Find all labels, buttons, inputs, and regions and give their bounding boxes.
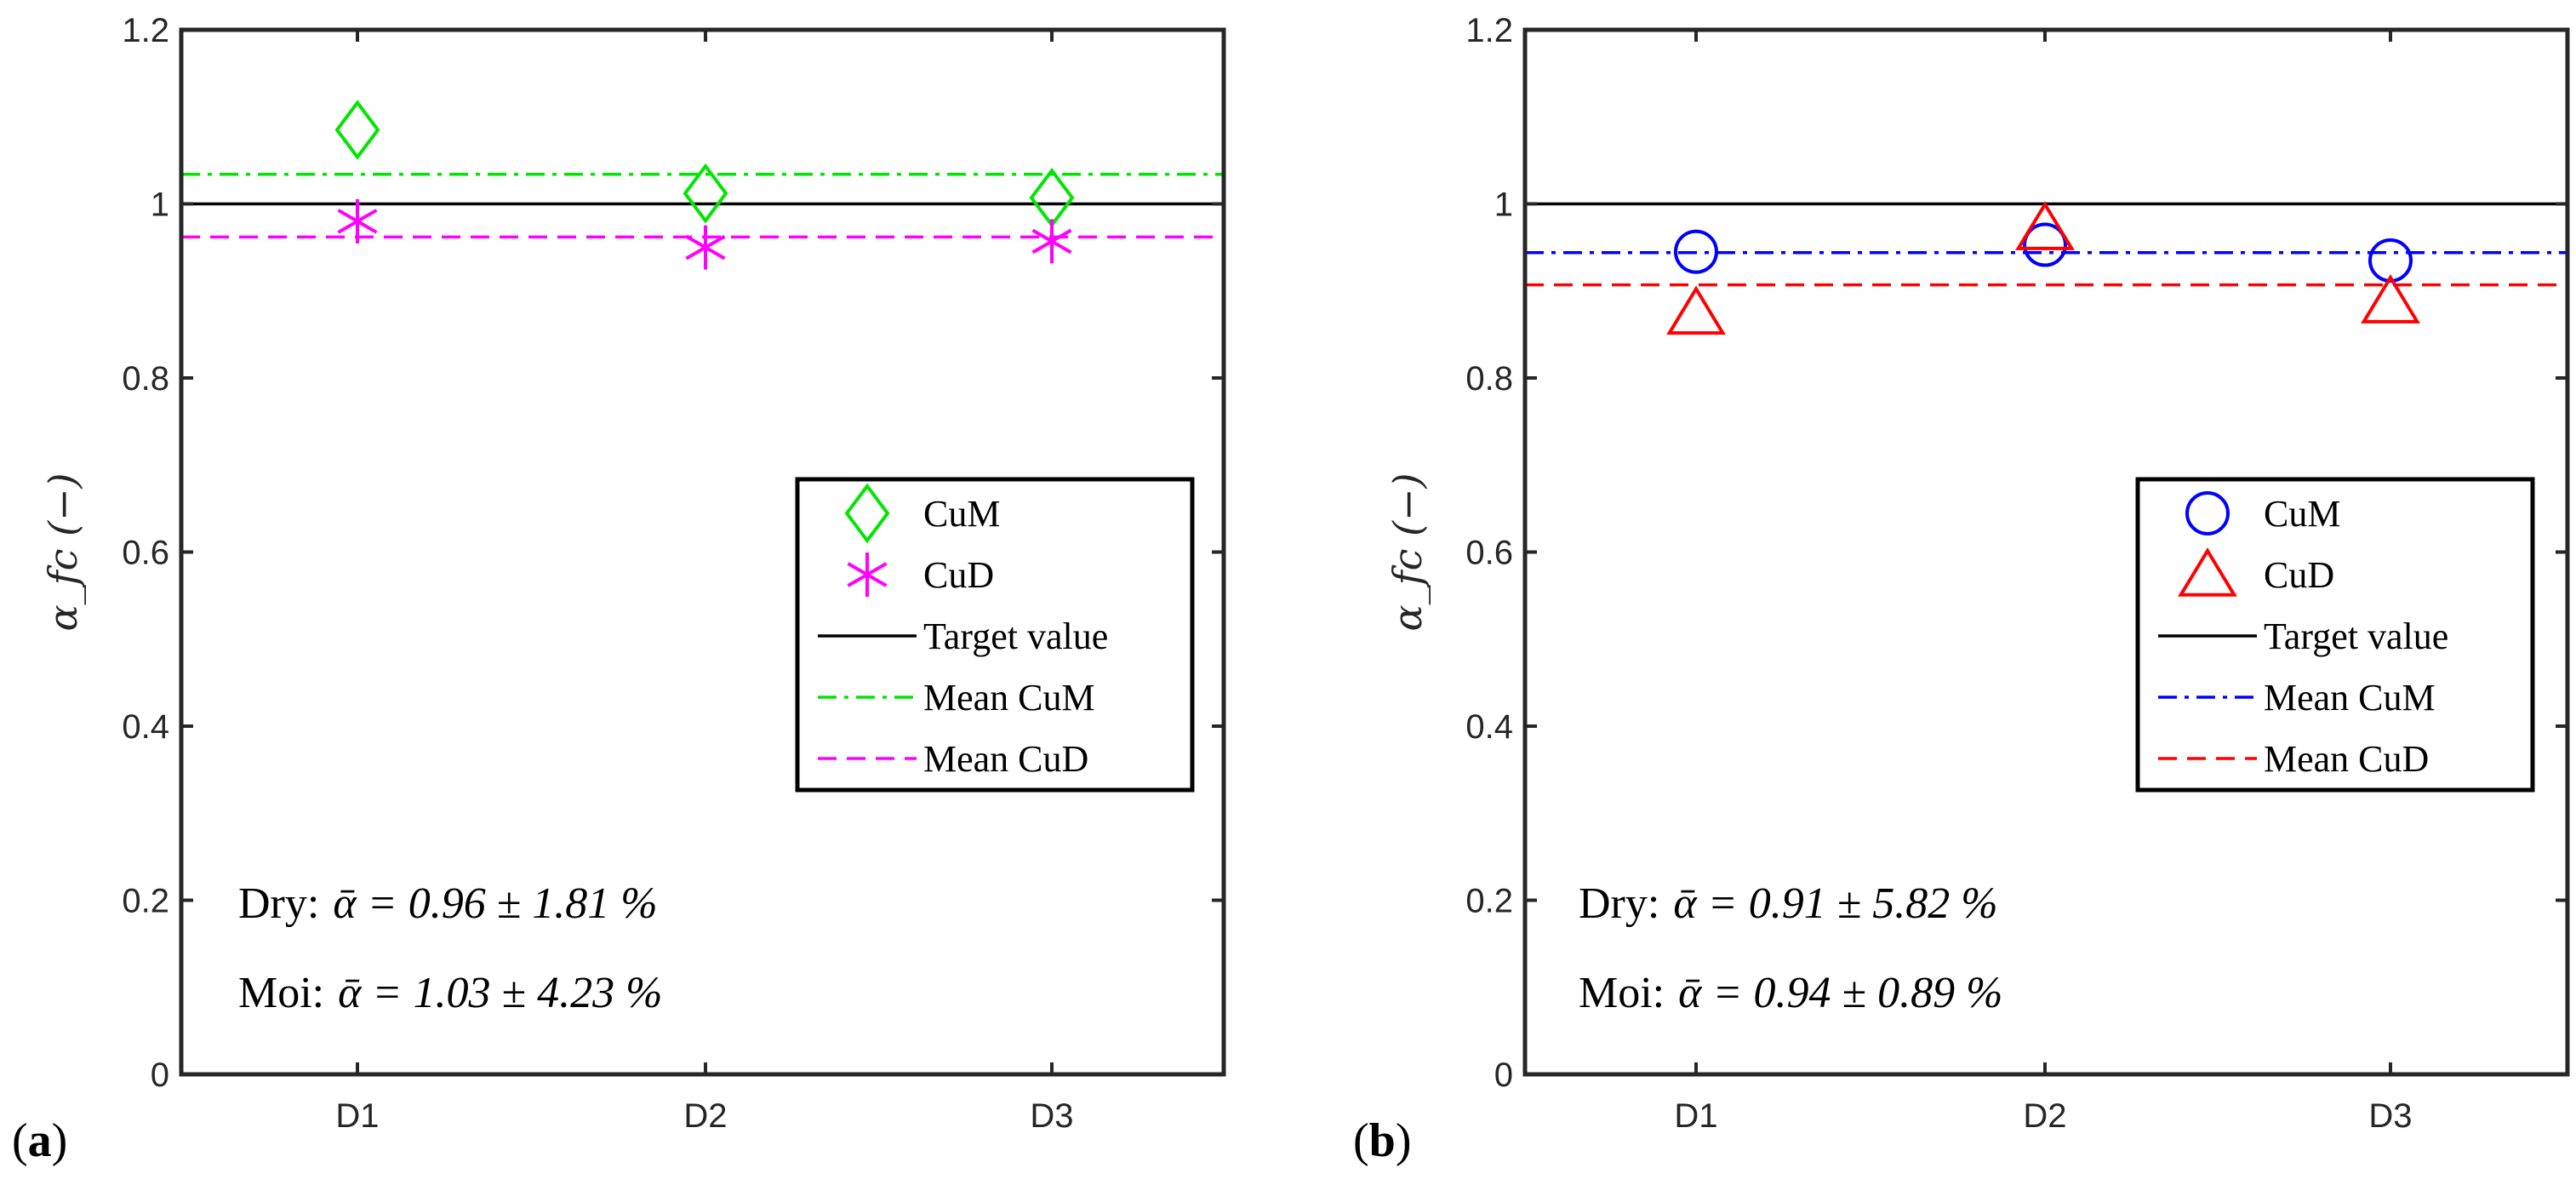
x-tick-label: D2 <box>683 1097 727 1135</box>
data-point-cud-d1 <box>337 198 378 243</box>
asterisk-stroke <box>1031 228 1072 255</box>
data-point-cud-d2 <box>2015 201 2075 250</box>
y-tick-label: 0.2 <box>122 883 169 920</box>
legend-marker-cud <box>847 552 888 597</box>
legend-marker-cud <box>2178 547 2237 597</box>
x-tick-label: D3 <box>2368 1097 2412 1135</box>
legend-label: Mean CuD <box>2264 738 2429 780</box>
annotation-expression: ᾱ = 0.96 ± 1.81 % <box>333 879 657 928</box>
panel-label: (a) <box>12 1114 67 1167</box>
x-tick-label: D3 <box>1030 1097 1073 1135</box>
annotation-expression: ᾱ = 0.94 ± 0.89 % <box>1678 969 2002 1017</box>
asterisk-stroke <box>847 562 888 587</box>
asterisk-stroke <box>337 209 378 234</box>
x-tick-label: D1 <box>335 1097 379 1135</box>
legend-label: Mean CuM <box>923 677 1095 718</box>
y-tick-label: 0.8 <box>1465 360 1513 398</box>
data-point-cud-d3 <box>2361 274 2420 323</box>
y-tick-label: 0 <box>151 1056 169 1094</box>
y-tick-label: 0.4 <box>122 708 169 746</box>
annotation-dry: Dry: ᾱ = 0.96 ± 1.81 % <box>238 879 658 928</box>
panel-label-open: ( <box>12 1114 28 1167</box>
panel-label: (b) <box>1353 1114 1411 1167</box>
legend-label: CuM <box>2264 493 2340 535</box>
legend-label: Target value <box>923 615 1108 657</box>
panel-label-close: ) <box>52 1114 68 1167</box>
legend-label: CuM <box>923 493 1000 535</box>
y-tick-label: 1.2 <box>1465 12 1513 49</box>
annotation-dry: Dry: ᾱ = 0.91 ± 5.82 % <box>1579 879 1998 928</box>
x-tick-label: D1 <box>1674 1097 1717 1135</box>
annotation-expression: ᾱ = 1.03 ± 4.23 % <box>338 969 662 1017</box>
y-axis-label: α_fc (−) <box>40 473 86 632</box>
annotation-moi: Moi: ᾱ = 1.03 ± 4.23 % <box>238 969 662 1017</box>
chart-panel-b: 0 0.2 0.4 0.6 0.8 1 1.2 D1 D2 D3 α_fc (−) CuM CuD Tar… <box>1353 12 2570 1167</box>
annotation-prefix: Moi: <box>1579 969 1665 1017</box>
y-tick-label: 0.8 <box>122 360 169 398</box>
legend-label: Mean CuM <box>2264 677 2436 718</box>
data-point-cud-d2 <box>685 225 726 270</box>
legend-label: CuD <box>923 554 994 596</box>
annotation-moi: Moi: ᾱ = 0.94 ± 0.89 % <box>1579 969 2002 1017</box>
annotation-prefix: Dry: <box>1579 879 1659 928</box>
annotation-prefix: Dry: <box>238 879 319 928</box>
y-tick-label: 0 <box>1494 1056 1513 1094</box>
y-tick-label: 0.6 <box>1465 535 1513 572</box>
chart-panel-a: 0 0.2 0.4 0.6 0.8 1 1.2 D1 D2 D3 α_fc (−) CuM CuD Tar… <box>12 12 1226 1167</box>
legend-marker-cum <box>2185 491 2230 535</box>
data-point-cud-d1 <box>1666 285 1726 335</box>
data-point-cum-d3 <box>2368 238 2413 283</box>
legend: CuM CuD Target value Mean CuM Mean CuD <box>2135 477 2535 793</box>
data-point-cum-d1 <box>1674 229 1718 274</box>
panel-label-close: ) <box>1396 1114 1412 1167</box>
y-tick-label: 1 <box>1494 186 1513 224</box>
y-tick-label: 0.4 <box>1465 708 1513 746</box>
legend-label: Target value <box>2264 615 2448 657</box>
panel-label-letter: b <box>1369 1114 1396 1167</box>
legend-label: CuD <box>2264 554 2334 596</box>
annotation-expression: ᾱ = 0.91 ± 5.82 % <box>1673 879 1997 928</box>
panel-label-letter: a <box>28 1114 52 1167</box>
data-point-cum-d1 <box>334 100 380 160</box>
annotation-prefix: Moi: <box>238 969 324 1017</box>
legend-marker-cum <box>844 483 890 544</box>
data-point-cum-d2 <box>683 163 728 224</box>
panel-label-open: ( <box>1353 1114 1369 1167</box>
y-axis-label: α_fc (−) <box>1385 473 1431 632</box>
x-tick-label: D2 <box>2023 1097 2066 1135</box>
legend-label: Mean CuD <box>923 738 1088 780</box>
y-tick-label: 1.2 <box>122 12 169 49</box>
data-point-cum-d2 <box>2023 222 2067 267</box>
y-tick-label: 1 <box>151 186 169 224</box>
y-tick-label: 0.6 <box>122 535 169 572</box>
asterisk-stroke <box>685 234 726 260</box>
y-tick-label: 0.2 <box>1465 883 1513 920</box>
data-point-cud-d3 <box>1031 219 1072 264</box>
legend: CuM CuD Target value Mean CuM Mean CuD <box>795 477 1195 793</box>
